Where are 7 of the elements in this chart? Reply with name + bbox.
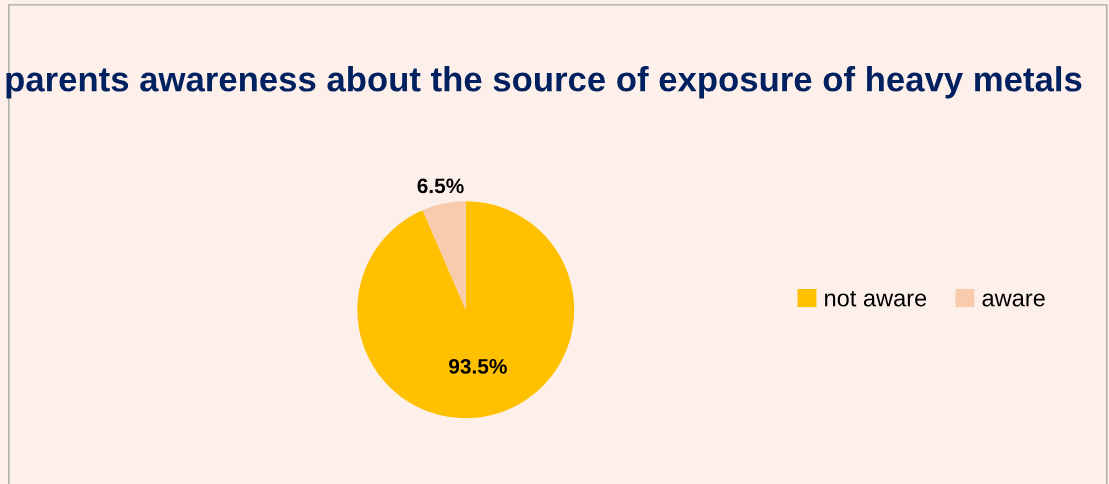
legend-label: not aware — [825, 290, 927, 307]
chart-title: parents awareness about the source of exposure of heavy metals — [6, 66, 1082, 99]
pie-slice — [422, 201, 466, 310]
data-label: 6.5% — [417, 178, 464, 194]
pie-slice — [357, 201, 575, 419]
data-label: 93.5% — [449, 358, 507, 374]
legend-label: aware — [982, 293, 1045, 307]
